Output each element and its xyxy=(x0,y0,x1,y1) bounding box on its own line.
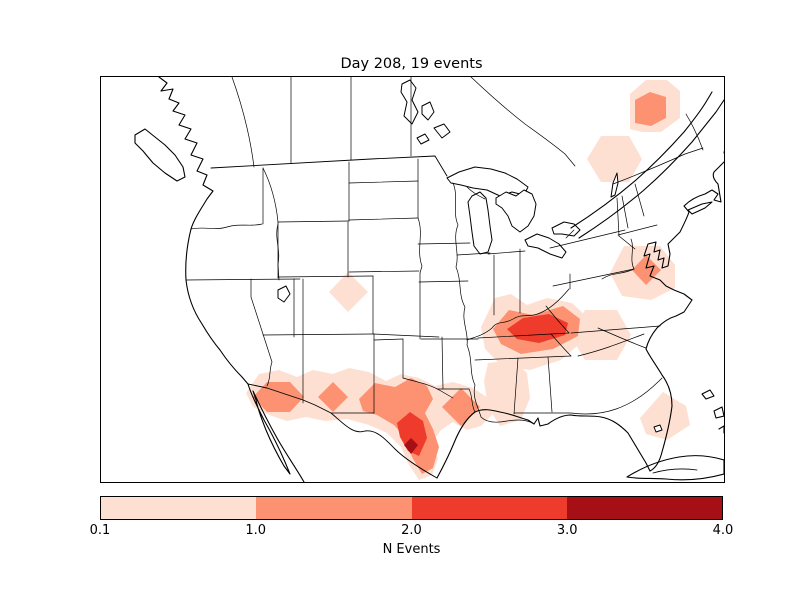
colorbar-ticks: 0.1 1.0 2.0 3.0 4.0 xyxy=(90,523,734,539)
nd-sd-border xyxy=(348,180,419,184)
long-island xyxy=(687,201,713,215)
ny-vt-border xyxy=(616,197,620,237)
pacific-coast xyxy=(158,77,305,482)
al-ga-border xyxy=(547,356,553,413)
lakes xyxy=(277,79,663,433)
mi-in-oh-border xyxy=(487,250,526,255)
lake-nipigon xyxy=(433,123,451,139)
political-borders xyxy=(185,77,704,479)
bahamas-islands xyxy=(701,389,724,434)
colorbar-segment-1 xyxy=(101,497,257,519)
37n-border-west xyxy=(262,333,374,336)
id-mt-border xyxy=(262,167,279,223)
quebec-us-45n-border xyxy=(612,147,704,185)
colorbar-label: N Events xyxy=(382,542,441,557)
missouri-river-border xyxy=(417,217,423,274)
colorbar-tick-2: 2.0 xyxy=(401,523,422,538)
nj-pa-delaware-border xyxy=(630,238,635,270)
lake-michigan xyxy=(467,191,493,255)
cuba xyxy=(626,455,724,481)
lake-okeechobee xyxy=(653,424,663,433)
tx-la-sabine-border xyxy=(468,388,476,413)
vancouver-island xyxy=(134,128,186,182)
contour-region-texas-l4 xyxy=(404,438,418,454)
us-canada-border xyxy=(210,155,448,177)
event-density-fill-level1 xyxy=(246,80,690,480)
maine-newbrunswick-border xyxy=(685,113,704,151)
ne-ks-border xyxy=(348,270,420,273)
contour-region-arizona-l2 xyxy=(253,382,304,412)
lake-ontario xyxy=(551,221,581,237)
lake-manitoba xyxy=(421,101,435,121)
ok-ar-border xyxy=(441,336,444,390)
red-river-border xyxy=(402,377,454,399)
ontario-quebec-border xyxy=(470,77,576,167)
lake-huron xyxy=(495,189,537,233)
mn-ia-border xyxy=(417,242,471,245)
map-axes-frame xyxy=(100,76,725,483)
colorbar-segment-2 xyxy=(256,497,412,519)
colorbar-tick-0: 0.1 xyxy=(89,523,111,538)
wa-or-border xyxy=(190,223,263,230)
cuba-inner-line xyxy=(652,468,698,474)
ms-al-border xyxy=(513,357,519,415)
ky-tn-border xyxy=(477,332,570,339)
st-lawrence-north-shore xyxy=(570,91,713,229)
ohio-river-border xyxy=(466,288,570,341)
colorbar-tick-4: 4.0 xyxy=(712,523,734,538)
va-nc-border xyxy=(570,325,661,334)
bc-alberta-border xyxy=(231,77,255,168)
ks-ok-border xyxy=(372,333,440,338)
sd-ne-border xyxy=(348,217,419,221)
41n-border xyxy=(277,275,374,278)
nc-sc-border xyxy=(577,333,645,357)
great-salt-lake xyxy=(277,285,291,303)
coastlines xyxy=(134,77,724,482)
colorbar-tick-3: 3.0 xyxy=(556,523,578,538)
colorbar-tick-1: 1.0 xyxy=(245,523,267,538)
tn-ms-al-ga-border xyxy=(474,355,572,361)
contour-region-newyork-l1 xyxy=(587,136,642,182)
figure-title: Day 208, 19 events xyxy=(340,56,483,72)
colorbar-segment-3 xyxy=(411,497,567,519)
ny-pa-border xyxy=(549,229,626,249)
wi-il-border xyxy=(456,252,491,256)
colorbar-segment-4 xyxy=(566,497,722,519)
st-lawrence-south-shore xyxy=(578,99,724,239)
lake-of-the-woods xyxy=(416,133,430,145)
lake-erie xyxy=(524,233,567,259)
niagara-border xyxy=(565,229,575,239)
wi-mi-border xyxy=(466,186,486,200)
ia-mo-border xyxy=(418,280,469,283)
contour-region-virginia-l2 xyxy=(632,255,661,285)
fl-north-border xyxy=(513,377,663,415)
ma-south-border xyxy=(617,224,658,236)
contour-region-colorado-l1 xyxy=(329,272,368,312)
ok-panhandle-border xyxy=(373,338,404,341)
us-events-map xyxy=(134,77,724,482)
lake-champlain xyxy=(610,172,619,198)
contour-region-florida-l1 xyxy=(640,392,690,440)
tn-nc-border xyxy=(550,333,572,357)
ga-sc-border xyxy=(597,327,647,349)
md-va-potomac-border xyxy=(601,268,635,280)
lake-superior xyxy=(446,166,529,197)
mt-wy-border xyxy=(277,220,350,223)
colorbar xyxy=(100,496,723,520)
va-ky-border xyxy=(545,305,570,334)
contour-region-louisiana-l1 xyxy=(484,360,530,426)
mississippi-river-border xyxy=(452,182,535,425)
contour-region-newmexico-l2 xyxy=(318,382,348,412)
nh-me-border xyxy=(634,183,645,217)
event-density-fill-level4 xyxy=(404,438,418,454)
vt-nh-border xyxy=(621,195,629,229)
contour-region-texas-l3 xyxy=(397,412,427,456)
gulf-atlantic-coast xyxy=(436,151,724,479)
pa-south-border xyxy=(552,268,635,287)
lake-winnipeg xyxy=(400,79,419,125)
contour-region-maine-l2 xyxy=(635,92,666,126)
42n-border xyxy=(185,278,301,281)
ca-nv-border xyxy=(250,278,273,387)
